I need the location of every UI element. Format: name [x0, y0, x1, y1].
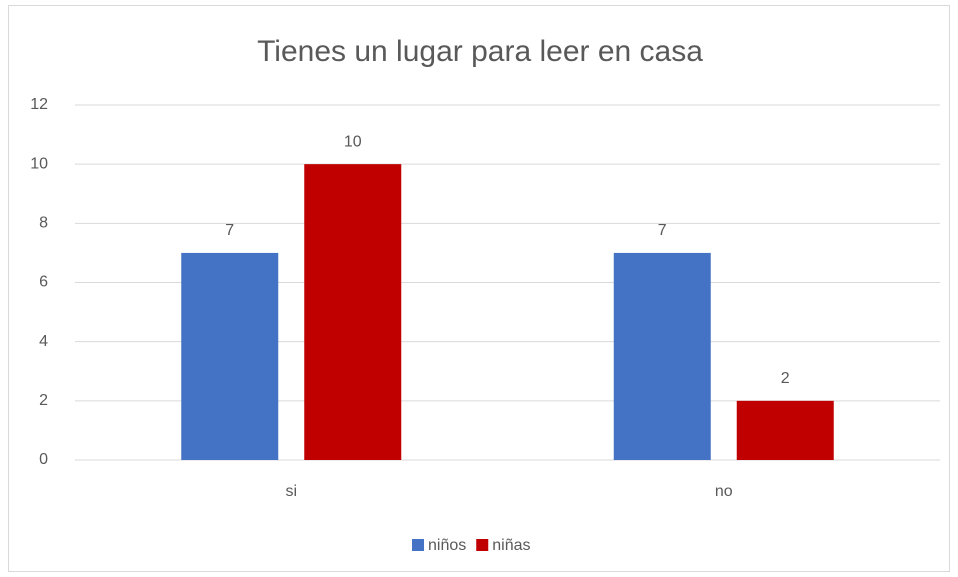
- legend-label: niñas: [492, 537, 530, 554]
- data-label: 7: [225, 222, 234, 239]
- chart-title: Tienes un lugar para leer en casa: [257, 35, 703, 68]
- y-tick-label: 6: [39, 274, 48, 291]
- y-tick-label: 2: [39, 392, 48, 409]
- bar: [613, 252, 711, 460]
- data-label: 7: [658, 222, 667, 239]
- y-tick-label: 10: [30, 155, 48, 172]
- x-tick-label: no: [715, 483, 733, 500]
- chart-border: [8, 5, 950, 572]
- bar: [736, 400, 834, 460]
- legend-swatch: [412, 539, 424, 551]
- y-tick-label: 0: [39, 451, 48, 468]
- y-tick-label: 12: [30, 96, 48, 113]
- y-tick-label: 8: [39, 215, 48, 232]
- x-tick-label: si: [285, 483, 297, 500]
- data-label: 2: [781, 370, 790, 387]
- legend-swatch: [476, 539, 489, 551]
- data-label: 10: [344, 133, 362, 150]
- bar: [181, 252, 279, 460]
- legend-label: niños: [428, 537, 466, 554]
- bar: [304, 164, 402, 460]
- y-tick-label: 4: [39, 333, 48, 350]
